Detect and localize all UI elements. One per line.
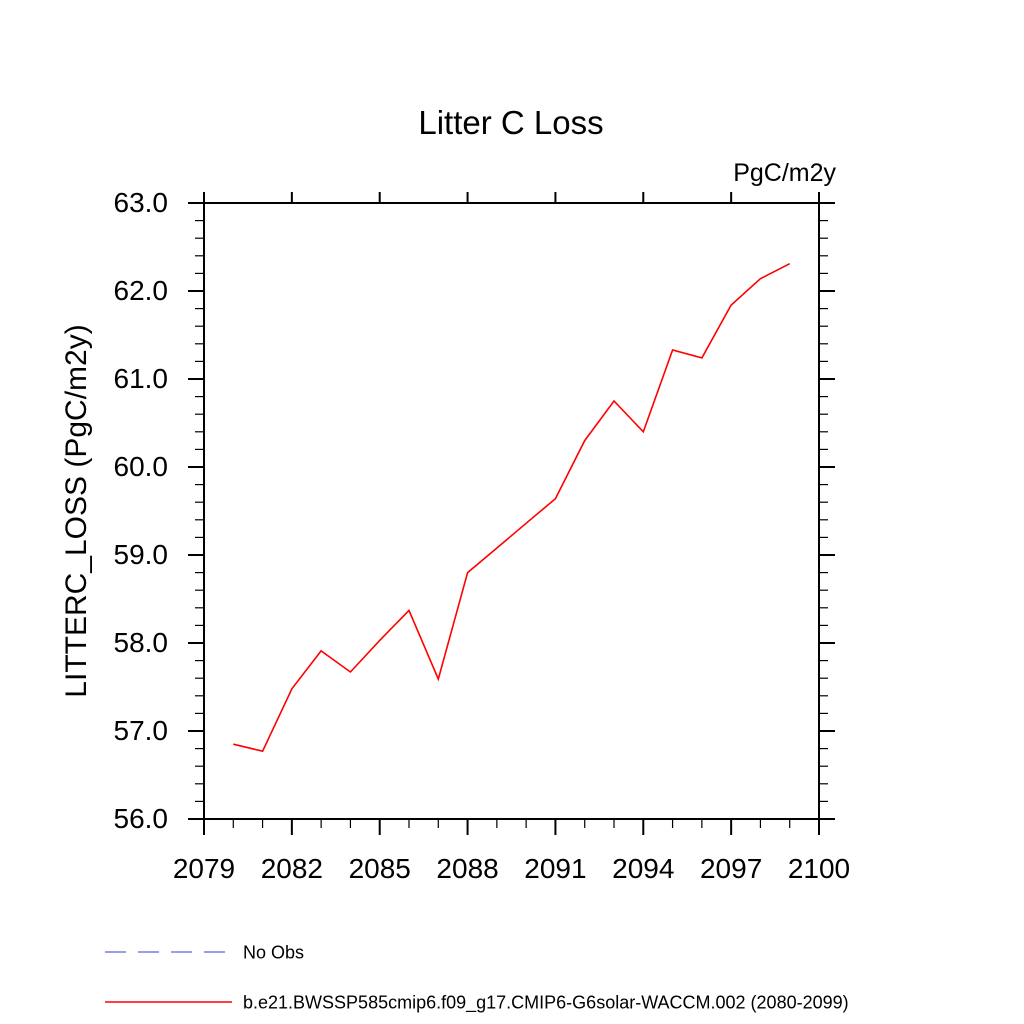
y-tick-label: 58.0 [114, 627, 169, 658]
series-line [233, 262, 791, 753]
y-tick-label: 61.0 [114, 363, 169, 394]
x-tick-label: 2100 [788, 853, 850, 884]
x-tick-label: 2079 [173, 853, 235, 884]
y-axis-title: LITTERC_LOSS (PgC/m2y) [60, 324, 93, 697]
chart-title: Litter C Loss [418, 104, 603, 141]
y-tick-label: 60.0 [114, 451, 169, 482]
y-tick-label: 63.0 [114, 187, 169, 218]
plot-area: 2079 2082 2085 2088 2091 2094 2097 2100 56.0 57.0… [114, 187, 851, 884]
x-tick-label: 2091 [524, 853, 586, 884]
legend-label: No Obs [243, 943, 304, 963]
x-tick-label: 2094 [612, 853, 674, 884]
y-tick-label: 57.0 [114, 715, 169, 746]
units-label: PgC/m2y [733, 159, 836, 187]
legend: No Obs b.e21.BWSSP585cmip6.f09_g17.CMIP6-… [105, 943, 849, 1014]
legend-label: b.e21.BWSSP585cmip6.f09_g17.CMIP6-G6sola… [243, 993, 849, 1014]
y-tick-label: 62.0 [114, 275, 169, 306]
x-tick-label: 2085 [349, 853, 411, 884]
plot-frame [203, 202, 820, 820]
x-tick-label: 2088 [436, 853, 498, 884]
y-tick-label: 56.0 [114, 803, 169, 834]
y-tick-label: 59.0 [114, 539, 169, 570]
x-tick-label: 2082 [261, 853, 323, 884]
x-tick-label: 2097 [700, 853, 762, 884]
